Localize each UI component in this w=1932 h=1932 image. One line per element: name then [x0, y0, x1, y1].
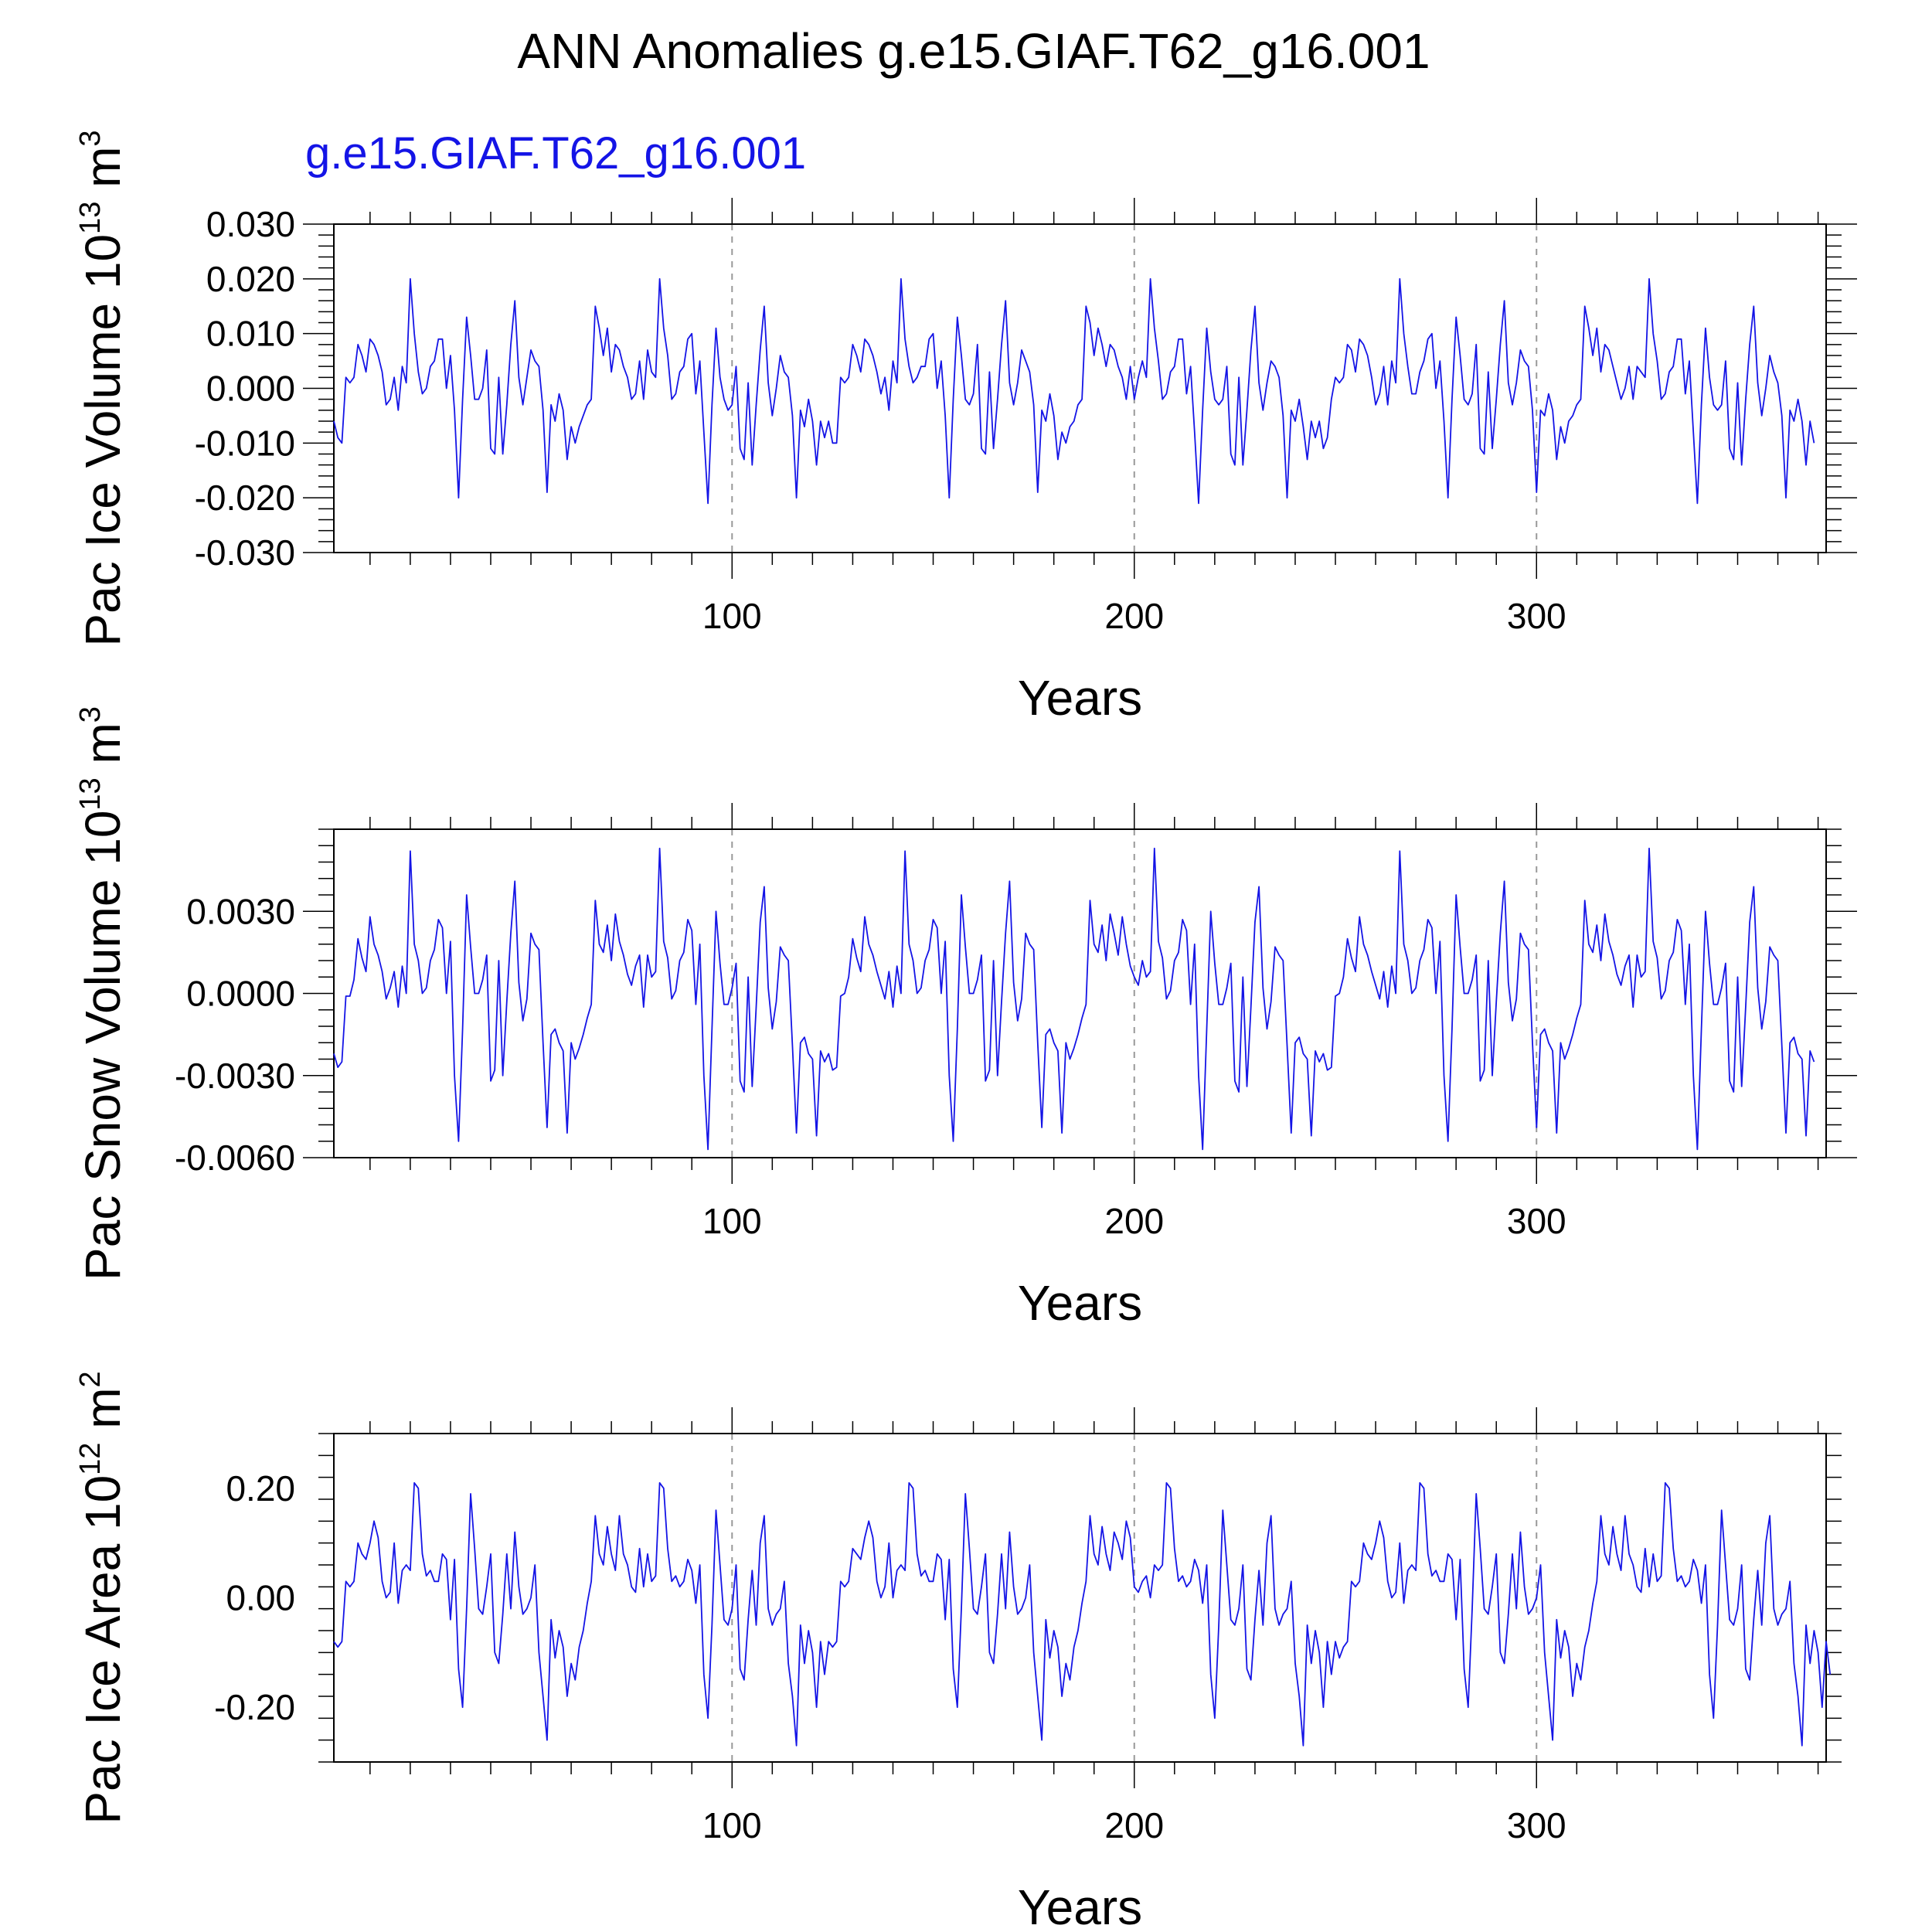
x-tick-label: 300 — [1507, 596, 1566, 636]
y-tick-label: 0.0000 — [186, 974, 295, 1014]
series-line-1 — [333, 1481, 1832, 1747]
y-tick-label: 0.000 — [206, 369, 295, 409]
y-axis-label: Pac Ice Area 1012 m2 — [74, 1371, 131, 1824]
series-line-1 — [333, 847, 1815, 1151]
y-tick-label: -0.020 — [195, 478, 295, 518]
x-tick-label: 300 — [1507, 1805, 1566, 1845]
x-tick-label: 100 — [702, 1201, 762, 1241]
series-label: g.e15.GIAF.T62_g16.001 — [305, 128, 806, 179]
panel-3: -0.20 0.00 0.20 100 200 300 Years Pac Ice Area … — [74, 1371, 1842, 1932]
plot-frame — [333, 828, 1827, 1158]
plot-frame — [333, 1433, 1827, 1763]
y-tick-label: 0.010 — [206, 314, 295, 354]
y-axis-label: Pac Snow Volume 1013 m3 — [74, 706, 131, 1281]
y-tick-label: 0.0030 — [186, 891, 295, 931]
y-tick-label: 0.20 — [226, 1468, 295, 1509]
x-tick-label: 200 — [1104, 596, 1164, 636]
plot-frame — [333, 223, 1827, 553]
x-tick-label: 300 — [1507, 1201, 1566, 1241]
y-tick-label: 0.00 — [226, 1578, 295, 1618]
x-axis-label: Years — [1018, 1879, 1142, 1932]
y-tick-label: 0.020 — [206, 259, 295, 299]
x-tick-label: 100 — [702, 1805, 762, 1845]
y-tick-label: -0.030 — [195, 532, 295, 573]
y-tick-label: 0.030 — [206, 204, 295, 244]
x-tick-label: 200 — [1104, 1201, 1164, 1241]
panel-1: -0.030 -0.020 -0.010 0.000 0.010 0.020 0.030 10… — [74, 130, 1857, 726]
figure-title: ANN Anomalies g.e15.GIAF.T62_g16.001 — [517, 23, 1430, 79]
y-tick-label: -0.0060 — [175, 1138, 295, 1178]
y-tick-label: -0.010 — [195, 423, 295, 463]
panel-2: -0.0060 -0.0030 0.0000 0.0030 100 200 300 Years… — [74, 706, 1857, 1331]
y-tick-label: -0.20 — [214, 1687, 295, 1727]
x-tick-label: 100 — [702, 596, 762, 636]
series-line-1 — [333, 277, 1815, 505]
x-tick-label: 200 — [1104, 1805, 1164, 1845]
y-tick-label: -0.0030 — [175, 1056, 295, 1096]
x-axis-label: Years — [1018, 1275, 1142, 1331]
y-axis-label: Pac Ice Volume 1013 m3 — [74, 130, 131, 646]
x-axis-label: Years — [1018, 670, 1142, 726]
